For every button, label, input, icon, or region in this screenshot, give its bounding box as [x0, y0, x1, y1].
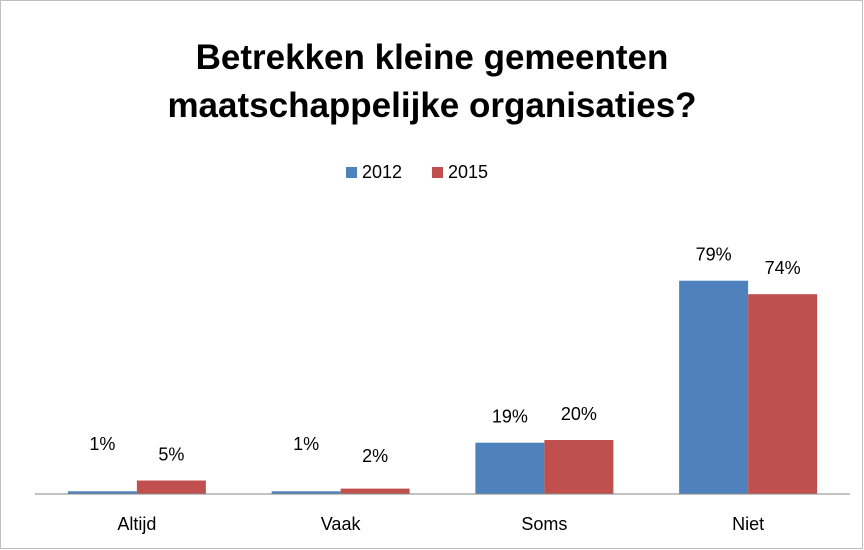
bar — [271, 491, 341, 494]
data-label: 5% — [158, 444, 184, 464]
data-label: 2% — [362, 446, 388, 466]
x-tick-label: Soms — [521, 514, 567, 534]
data-label: 74% — [765, 258, 801, 278]
bar — [748, 294, 818, 494]
bar — [475, 442, 545, 494]
bar — [340, 488, 410, 494]
data-label: 1% — [293, 434, 319, 454]
data-label: 19% — [492, 406, 528, 426]
legend-swatch — [346, 167, 357, 178]
x-tick-label: Altijd — [117, 514, 156, 534]
bar — [679, 280, 749, 494]
bar — [136, 480, 206, 494]
data-label: 1% — [89, 434, 115, 454]
x-tick-label: Vaak — [321, 514, 362, 534]
data-label: 79% — [696, 244, 732, 264]
x-tick-label: Niet — [732, 514, 764, 534]
legend-label: 2015 — [448, 162, 488, 182]
bar — [544, 440, 614, 494]
chart-title: Betrekken kleine gemeenten maatschappeli… — [167, 38, 697, 125]
bar — [67, 491, 137, 494]
legend-label: 2012 — [362, 162, 402, 182]
legend-swatch — [432, 167, 443, 178]
data-label: 20% — [561, 404, 597, 424]
